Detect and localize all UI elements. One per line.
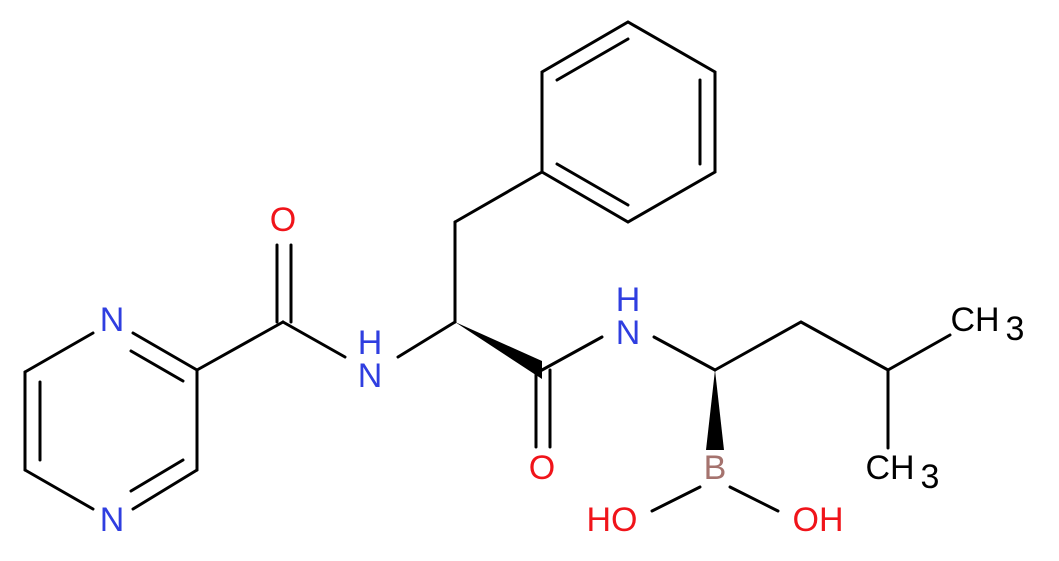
atom-label: B — [704, 449, 727, 487]
atom-label: CH — [865, 449, 914, 487]
atom-h: H — [616, 281, 641, 319]
atom-label: O — [270, 201, 296, 239]
atom-subscript: 3 — [1006, 310, 1025, 348]
atom-h: H — [358, 324, 383, 362]
atom-label: N — [100, 301, 125, 339]
atom-subscript: 3 — [921, 458, 940, 496]
atom-label: O — [529, 449, 555, 487]
bonds — [23, 20, 952, 513]
atom-label: HO — [587, 501, 638, 539]
atom-label: N — [358, 357, 383, 395]
atom-label: OH — [793, 501, 844, 539]
wedge-bond — [706, 370, 724, 450]
wedge-bond — [455, 322, 542, 379]
atom-label: N — [616, 314, 641, 352]
atom-label: N — [100, 501, 125, 539]
atom-label: CH — [950, 301, 999, 339]
